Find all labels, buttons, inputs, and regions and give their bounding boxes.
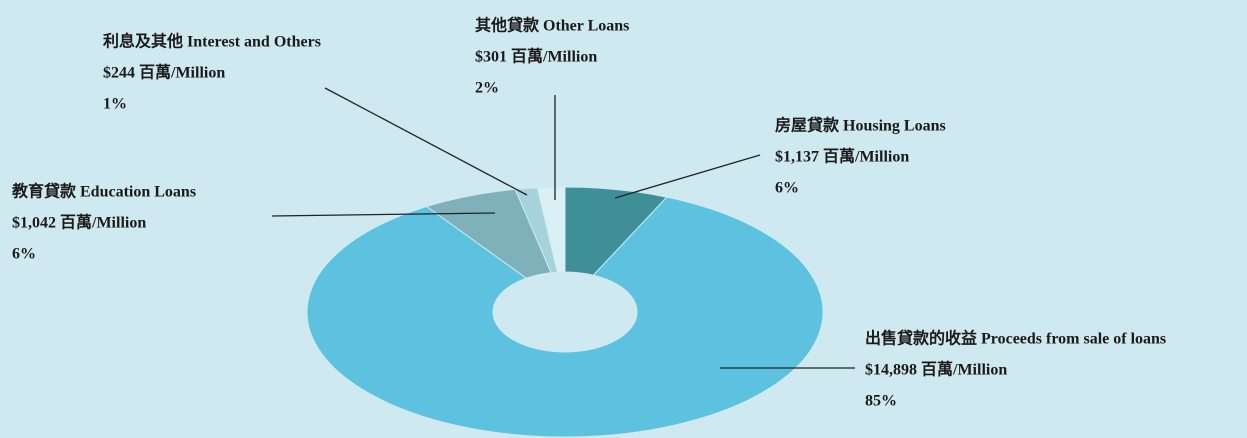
leader-line xyxy=(614,154,761,199)
value-label: $1,137 百萬/Million xyxy=(775,147,909,166)
leader-line xyxy=(271,212,496,217)
slice xyxy=(536,186,566,273)
percent-label: 6% xyxy=(775,180,799,197)
percent-label: 2% xyxy=(475,80,499,97)
value-label: $244 百萬/Million xyxy=(103,63,225,82)
slice-label: 其他貸款 Other Loans xyxy=(475,16,629,35)
value-label: $301 百萬/Million xyxy=(475,47,597,66)
slice-label: 利息及其他 Interest and Others xyxy=(103,32,321,51)
slice xyxy=(306,196,824,438)
value-label: $1,042 百萬/Million xyxy=(12,213,146,232)
slice-label: 出售貸款的收益 Proceeds from sale of loans xyxy=(865,329,1166,348)
percent-label: 1% xyxy=(103,96,127,113)
percent-label: 85% xyxy=(865,393,897,410)
slice-label: 房屋貸款 Housing Loans xyxy=(775,116,946,135)
slice-label: 教育貸款 Education Loans xyxy=(12,182,196,201)
leader-line xyxy=(324,87,528,196)
value-label: $14,898 百萬/Million xyxy=(865,360,1007,379)
percent-label: 6% xyxy=(12,246,36,263)
